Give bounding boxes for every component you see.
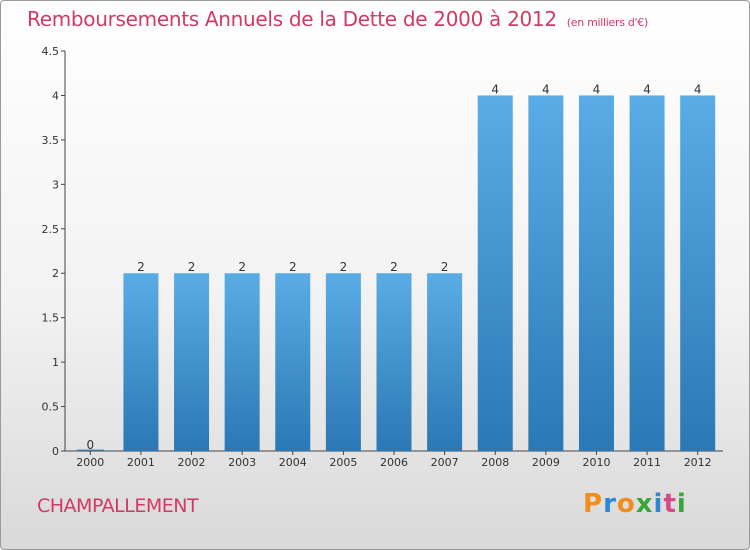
bar xyxy=(477,95,513,451)
chart-title-text: Remboursements Annuels de la Dette de 20… xyxy=(27,7,557,31)
y-tick-label: 4 xyxy=(52,89,59,102)
data-label: 2 xyxy=(340,260,348,274)
y-tick-label: 3 xyxy=(52,178,59,191)
bar xyxy=(224,273,260,451)
x-tick-label: 2003 xyxy=(228,456,256,469)
chart-title: Remboursements Annuels de la Dette de 20… xyxy=(27,7,648,31)
chart-unit: (en milliers d'€) xyxy=(566,16,648,29)
bar-layer xyxy=(76,95,716,451)
x-tick-label: 2000 xyxy=(76,456,104,469)
bar xyxy=(376,273,412,451)
y-tick-label: 2 xyxy=(52,267,59,280)
bar xyxy=(578,95,614,451)
data-label: 4 xyxy=(593,82,601,96)
y-tick-label: 0 xyxy=(52,445,59,458)
x-tick-label: 2009 xyxy=(532,456,560,469)
y-tick-label: 3.5 xyxy=(42,134,60,147)
data-label: 4 xyxy=(491,82,499,96)
data-label: 2 xyxy=(137,260,145,274)
bar xyxy=(427,273,463,451)
x-tick-label: 2012 xyxy=(684,456,712,469)
brand-logo-letter: t xyxy=(663,489,677,519)
brand-logo-letter: x xyxy=(635,489,654,519)
bar xyxy=(174,273,210,451)
data-label: 2 xyxy=(289,260,297,274)
y-tick-label: 1.5 xyxy=(42,312,60,325)
data-label: 4 xyxy=(643,82,651,96)
brand-logo-letter: P xyxy=(583,489,604,519)
data-label: 2 xyxy=(441,260,449,274)
x-tick-label: 2007 xyxy=(431,456,459,469)
bar xyxy=(275,273,311,451)
bar xyxy=(629,95,665,451)
x-tick-label: 2011 xyxy=(633,456,661,469)
commune-name: CHAMPALLEMENT xyxy=(37,495,199,517)
axis-layer: 0 0.5 1 1.5 2 2.5 3 3.5 4 4.5 2000 2001 2002 2003 2004… xyxy=(42,45,723,469)
x-tick-label: 2005 xyxy=(329,456,357,469)
x-tick-label: 2001 xyxy=(127,456,155,469)
y-tick-label: 4.5 xyxy=(42,45,60,58)
y-tick-label: 0.5 xyxy=(42,401,60,414)
x-tick-label: 2006 xyxy=(380,456,408,469)
bar xyxy=(123,273,159,451)
brand-logo-letter: i xyxy=(676,489,687,519)
x-tick-label: 2004 xyxy=(279,456,307,469)
data-label: 4 xyxy=(542,82,550,96)
x-tick-label: 2008 xyxy=(481,456,509,469)
y-tick-label: 1 xyxy=(52,356,59,369)
brand-logo-letter: o xyxy=(616,489,636,519)
y-tick-label: 2.5 xyxy=(42,223,60,236)
bar xyxy=(325,273,361,451)
data-label: 4 xyxy=(694,82,702,96)
data-label: 2 xyxy=(390,260,398,274)
label-layer: 0 2 2 2 2 2 2 2 4 4 4 4 4 xyxy=(86,82,701,452)
x-tick-label: 2010 xyxy=(582,456,610,469)
brand-logo-letter: r xyxy=(603,489,617,519)
bar xyxy=(528,95,564,451)
data-label: 2 xyxy=(238,260,246,274)
bar xyxy=(680,95,716,451)
data-label: 2 xyxy=(188,260,196,274)
brand-logo: Proxiti xyxy=(583,489,687,519)
data-label: 0 xyxy=(86,438,94,452)
x-tick-label: 2002 xyxy=(178,456,206,469)
brand-logo-letter: i xyxy=(653,489,664,519)
